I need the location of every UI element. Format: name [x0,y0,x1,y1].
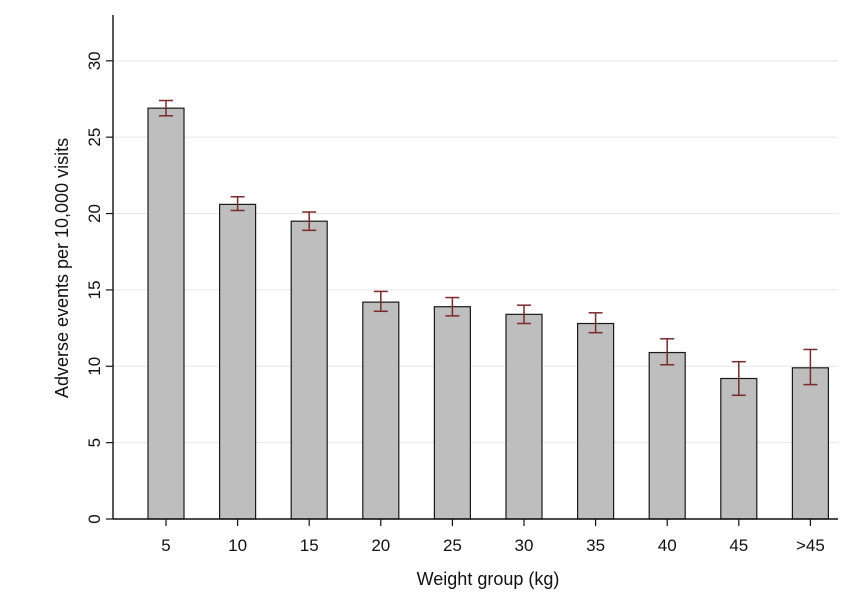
x-tick-label-25: 25 [443,536,462,555]
y-ticks: 0 5 10 15 20 25 30 [85,51,113,524]
error-bars [159,99,818,397]
y-tick-label-15: 15 [85,280,104,299]
bar-35 [576,322,615,520]
x-tick-label->45: >45 [796,536,825,555]
y-tick-label-25: 25 [85,128,104,147]
bar-45 [720,377,758,520]
x-ticks: 5 10 15 20 25 30 35 40 45 >45 [161,519,825,555]
x-tick-label-10: 10 [228,536,247,555]
x-tick-label-45: 45 [729,536,748,555]
y-tick-label-20: 20 [85,204,104,223]
bar->45 [791,367,830,520]
y-tick-label-10: 10 [85,357,104,376]
y-tick-label-0: 0 [85,514,104,523]
x-tick-label-5: 5 [161,536,170,555]
bar-10 [219,203,257,520]
bar-5 [147,107,185,520]
x-tick-label-40: 40 [658,536,677,555]
bar-20 [362,301,400,520]
bars [147,107,830,520]
x-tick-label-15: 15 [300,536,319,555]
x-tick-label-20: 20 [371,536,390,555]
bar-40 [648,351,686,520]
x-axis-title: Weight group (kg) [417,569,560,589]
y-tick-label-30: 30 [85,51,104,70]
x-tick-label-35: 35 [586,536,605,555]
y-tick-label-5: 5 [85,438,104,447]
bar-15 [290,220,328,520]
axes [112,15,838,520]
x-tick-label-30: 30 [515,536,534,555]
y-axis-title: Adverse events per 10,000 visits [52,138,72,398]
bar-30 [505,313,543,520]
bar-25 [433,306,471,520]
